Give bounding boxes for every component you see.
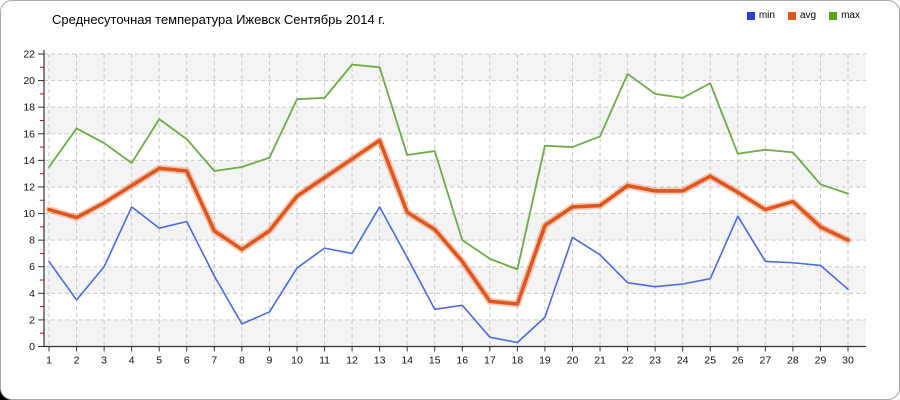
x-tick-label: 26 <box>732 355 744 367</box>
x-tick-label: 20 <box>567 355 579 367</box>
x-tick-label: 13 <box>374 355 386 367</box>
x-tick-label: 27 <box>760 355 772 367</box>
y-tick-label: 16 <box>23 128 35 140</box>
legend-item-max: max <box>829 10 860 21</box>
x-tick-label: 21 <box>594 355 606 367</box>
x-tick-label: 2 <box>74 355 80 367</box>
x-tick-label: 12 <box>346 355 358 367</box>
legend-item-avg: avg <box>787 10 817 21</box>
legend-label-avg: avg <box>799 10 817 21</box>
avg-series-swatch-icon <box>787 11 796 20</box>
min-series-swatch-icon <box>746 11 755 20</box>
x-tick-label: 24 <box>677 355 689 367</box>
y-tick-label: 22 <box>23 49 35 61</box>
y-tick-label: 0 <box>29 341 35 353</box>
plot-band <box>44 160 866 187</box>
x-tick-label: 3 <box>101 355 107 367</box>
plot-band <box>44 54 866 81</box>
y-tick-label: 8 <box>29 235 35 247</box>
x-tick-label: 14 <box>401 355 413 367</box>
y-tick-label: 4 <box>29 288 35 300</box>
chart-legend: min avg max <box>746 10 860 21</box>
plot-band <box>44 266 866 294</box>
legend-label-max: max <box>841 10 860 21</box>
x-tick-label: 18 <box>512 355 524 367</box>
x-tick-label: 28 <box>787 355 799 367</box>
max-series-line <box>48 63 849 271</box>
x-tick-label: 11 <box>319 355 330 367</box>
x-tick-label: 4 <box>129 355 135 367</box>
x-tick-label: 29 <box>815 355 827 367</box>
x-tick-label: 16 <box>456 355 468 367</box>
avg-series-line <box>47 138 850 306</box>
x-tick-label: 8 <box>239 355 245 367</box>
x-tick-label: 9 <box>266 355 272 367</box>
y-tick-label: 2 <box>29 314 35 326</box>
x-tick-label: 10 <box>291 355 303 367</box>
x-tick-label: 19 <box>539 355 551 367</box>
chart-title: Среднесуточная температура Ижевск Сентяб… <box>52 12 386 27</box>
max-series-swatch-icon <box>829 11 838 20</box>
x-tick-label: 5 <box>156 355 162 367</box>
x-tick-label: 6 <box>184 355 190 367</box>
x-tick-label: 1 <box>46 355 52 367</box>
x-tick-label: 30 <box>842 355 854 367</box>
x-tick-label: 17 <box>484 355 496 367</box>
plot-band <box>44 107 866 134</box>
y-tick-label: 20 <box>23 75 35 87</box>
y-tick-label: 6 <box>29 261 35 273</box>
y-tick-label: 14 <box>23 155 35 167</box>
y-tick-label: 12 <box>23 181 35 193</box>
min-series-line <box>48 206 849 344</box>
legend-item-min: min <box>746 10 775 21</box>
x-tick-label: 23 <box>649 355 661 367</box>
x-tick-label: 7 <box>211 355 217 367</box>
x-tick-label: 15 <box>429 355 441 367</box>
y-tick-label: 18 <box>23 102 35 114</box>
x-tick-label: 22 <box>622 355 634 367</box>
plot-band <box>44 319 866 347</box>
legend-label-min: min <box>758 10 775 21</box>
x-tick-label: 25 <box>704 355 716 367</box>
y-tick-label: 10 <box>23 208 35 220</box>
